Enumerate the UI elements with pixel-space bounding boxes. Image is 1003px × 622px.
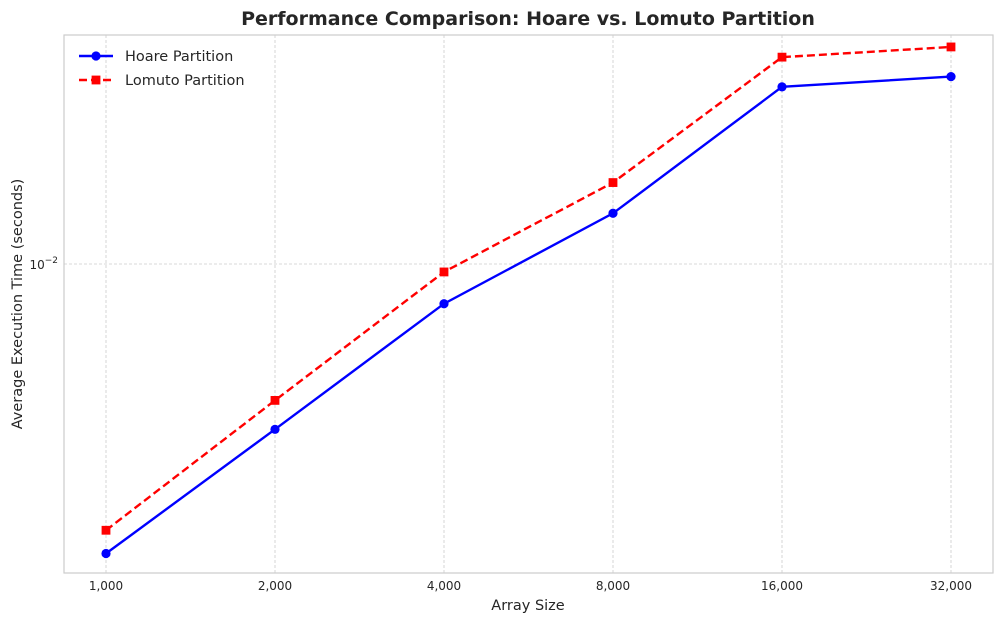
lomuto-partition-point: [270, 395, 280, 405]
x-tick-label: 4,000: [427, 579, 461, 593]
lomuto-partition-line: [105, 45, 952, 532]
legend-marker-hoare-partition: [91, 51, 101, 61]
legend: Hoare Partition Lomuto Partition: [79, 49, 245, 89]
x-tick-labels: 1,000 2,000 4,000 8,000 16,000 32,000: [89, 579, 972, 593]
hoare-partition-point: [946, 71, 956, 82]
hoare-partition-point: [777, 82, 787, 92]
lomuto-partition-point: [946, 42, 956, 52]
legend-marker-lomuto-partition: [91, 75, 101, 85]
y-tick-label: 10−2: [29, 256, 58, 272]
chart-title: Performance Comparison: Hoare vs. Lomuto…: [241, 8, 815, 30]
x-tick-label: 8,000: [596, 579, 630, 593]
x-tick-label: 16,000: [761, 579, 803, 593]
hoare-partition-line: [105, 75, 952, 555]
lomuto-partition-point: [777, 52, 787, 62]
series-layer: [101, 42, 956, 559]
lomuto-partition-point: [439, 267, 449, 277]
y-tick-labels: 10−2: [29, 256, 58, 272]
lomuto-partition-point: [608, 178, 618, 187]
lomuto-partition-point: [101, 525, 111, 535]
y-axis-label: Average Execution Time (seconds): [10, 179, 26, 430]
hoare-partition-point: [608, 208, 618, 218]
hoare-partition-point: [270, 424, 280, 434]
grid-layer: [64, 35, 993, 573]
x-tick-label: 2,000: [258, 579, 292, 593]
hoare-partition-point: [439, 299, 449, 309]
plot-frame: [63, 34, 994, 574]
x-tick-label: 32,000: [930, 579, 972, 593]
legend-label-hoare-partition: Hoare Partition: [125, 49, 233, 65]
x-axis-label: Array Size: [491, 598, 565, 614]
hoare-partition-point: [101, 548, 111, 559]
x-tick-label: 1,000: [89, 579, 123, 593]
legend-label-lomuto-partition: Lomuto Partition: [125, 73, 245, 89]
